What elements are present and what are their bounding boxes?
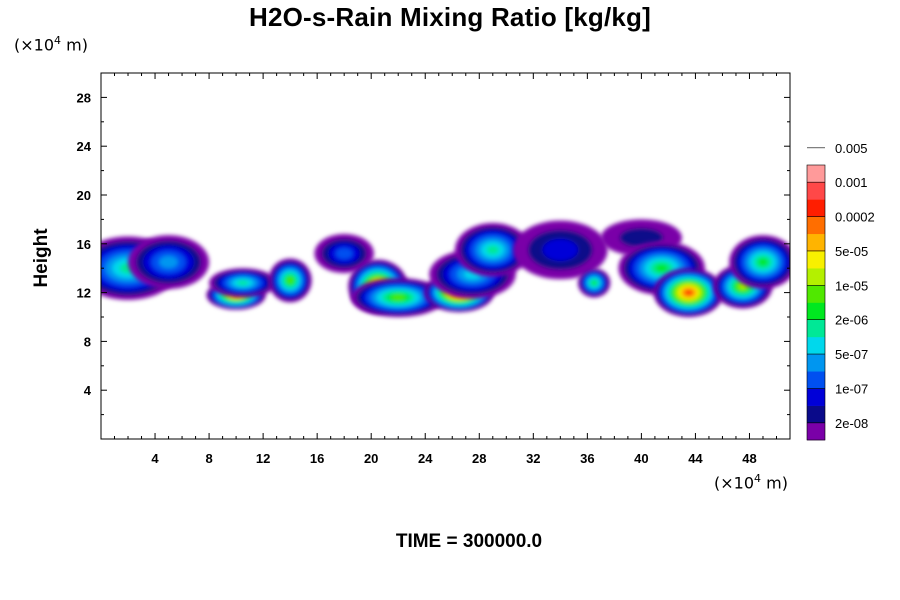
rain-cell bbox=[268, 258, 312, 303]
colorbar-label: 0.0002 bbox=[835, 210, 875, 225]
colorbar-swatch bbox=[807, 388, 825, 406]
x-tick-label: 40 bbox=[634, 451, 648, 466]
x-tick-label: 32 bbox=[526, 451, 540, 466]
contour-level bbox=[486, 245, 500, 255]
chart-title: H2O-s-Rain Mixing Ratio [kg/kg] bbox=[248, 2, 651, 32]
x-tick-label: 48 bbox=[742, 451, 756, 466]
y-unit-rest: m) bbox=[61, 35, 88, 55]
colorbar-label: 1e-05 bbox=[835, 278, 868, 293]
colorbar-swatch bbox=[807, 165, 825, 183]
y-axis-unit: (×104 m) bbox=[14, 34, 88, 54]
rain-cell bbox=[729, 235, 790, 289]
plot-frame bbox=[100, 72, 791, 440]
colorbar-swatch bbox=[807, 268, 825, 286]
y-tick-label: 20 bbox=[77, 188, 91, 203]
colorbar-swatch bbox=[807, 422, 825, 441]
rain-cell bbox=[653, 268, 724, 317]
y-unit-exponent: 4 bbox=[54, 34, 62, 47]
colorbar-frame bbox=[806, 164, 826, 441]
rain-cell bbox=[577, 268, 611, 298]
x-axis-ticks: 4 8 12 16 20 24 28 32 36 40 44 48 bbox=[114, 73, 777, 466]
colorbar-swatch bbox=[807, 250, 825, 269]
x-tick-label: 28 bbox=[472, 451, 486, 466]
x-tick-label: 12 bbox=[256, 451, 270, 466]
rain-cell bbox=[314, 234, 374, 274]
x-unit-base: (×10 bbox=[714, 473, 755, 493]
rain-cell bbox=[513, 220, 608, 280]
rain-cell bbox=[209, 268, 277, 298]
contour-level bbox=[758, 258, 768, 267]
contour-level bbox=[392, 294, 405, 301]
colorbar-label: 5e-05 bbox=[835, 244, 868, 259]
colorbar: 2e-08 1e-07 5e-07 2e-06 1e-05 5e-05 0.0002 0.00… bbox=[806, 141, 875, 441]
colorbar-swatch bbox=[807, 302, 825, 320]
colorbar-swatch bbox=[807, 354, 825, 372]
rain-mixing-ratio-field bbox=[101, 219, 790, 318]
colorbar-swatch bbox=[807, 199, 825, 217]
colorbar-swatch bbox=[807, 405, 825, 424]
x-tick-label: 44 bbox=[688, 451, 703, 466]
rain-cell bbox=[128, 235, 210, 289]
contour-level bbox=[591, 280, 597, 285]
colorbar-swatch bbox=[807, 216, 825, 235]
x-unit-rest: m) bbox=[761, 473, 788, 493]
colorbar-swatch bbox=[807, 336, 825, 355]
colorbar-swatch bbox=[807, 233, 825, 252]
rain-cell bbox=[454, 223, 531, 277]
x-unit-exponent: 4 bbox=[754, 472, 762, 485]
x-tick-label: 20 bbox=[364, 451, 378, 466]
colorbar-label: 2e-06 bbox=[835, 313, 868, 328]
x-tick-label: 24 bbox=[418, 451, 433, 466]
colorbar-label: 0.001 bbox=[835, 175, 868, 190]
contour-level bbox=[335, 247, 353, 260]
x-tick-label: 16 bbox=[310, 451, 324, 466]
contour-level bbox=[685, 290, 692, 295]
colorbar-swatch bbox=[807, 182, 825, 200]
colorbar-label: 5e-07 bbox=[835, 347, 868, 362]
x-tick-label: 8 bbox=[205, 451, 212, 466]
y-unit-base: (×10 bbox=[14, 35, 55, 55]
y-tick-label: 8 bbox=[84, 334, 91, 349]
contour-level bbox=[739, 283, 747, 290]
y-tick-label: 24 bbox=[77, 139, 92, 154]
y-tick-label: 16 bbox=[77, 237, 91, 252]
contour-level bbox=[542, 238, 579, 261]
contour-level bbox=[287, 277, 293, 284]
colorbar-swatch bbox=[807, 371, 825, 389]
y-axis-ticks: 4 8 12 16 20 24 28 bbox=[77, 90, 790, 416]
colorbar-label: 1e-07 bbox=[835, 381, 868, 396]
x-tick-label: 36 bbox=[580, 451, 594, 466]
contour-level bbox=[237, 280, 249, 286]
rain-cell bbox=[350, 277, 446, 318]
x-axis-unit: (×104 m) bbox=[714, 472, 788, 492]
colorbar-swatch bbox=[807, 285, 825, 303]
y-tick-label: 4 bbox=[84, 383, 92, 398]
contour-level bbox=[655, 264, 668, 273]
y-tick-label: 28 bbox=[77, 90, 91, 105]
colorbar-label: 2e-08 bbox=[835, 416, 868, 431]
x-tick-label: 4 bbox=[151, 451, 159, 466]
y-tick-label: 12 bbox=[77, 286, 91, 301]
contour-level bbox=[159, 255, 178, 269]
colorbar-swatch bbox=[807, 319, 825, 338]
colorbar-label: 0.005 bbox=[835, 141, 868, 156]
time-footer: TIME = 300000.0 bbox=[395, 531, 543, 552]
